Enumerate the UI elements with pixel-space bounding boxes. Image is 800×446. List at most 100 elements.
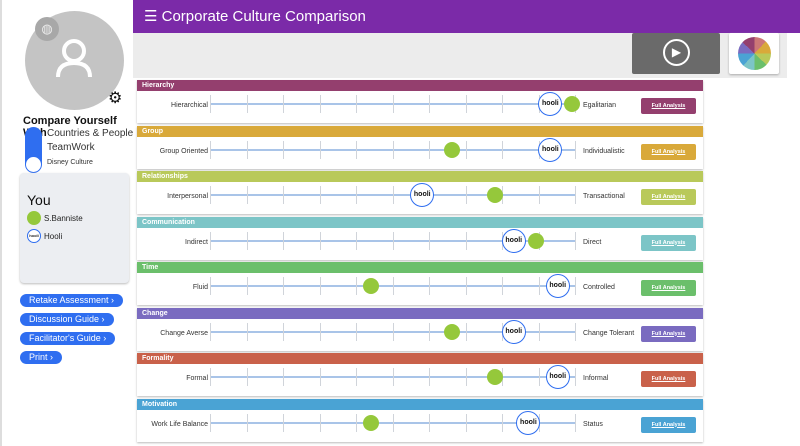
scale-track: hooli [210,319,576,344]
tick [319,277,321,295]
scale-track: hooli [210,410,576,435]
left-pole-label: Group Oriented [159,147,208,155]
tick [246,368,248,386]
tick [210,186,211,204]
dimension-row-change: Change Change Averse hooli Change Tolera… [137,307,703,351]
tick [575,277,576,295]
discussion-guide-button[interactable]: Discussion Guide › [20,313,114,326]
tick [392,140,394,159]
hamburger-icon[interactable]: ☰ [144,8,158,25]
right-pole-label: Individualistic [583,147,625,155]
tick [392,95,394,113]
tick [356,186,357,204]
tick [283,140,284,159]
tick [319,413,321,432]
you-marker [363,414,380,431]
tick [502,95,503,113]
full-analysis-button[interactable]: Full Analysis [641,98,696,114]
tick [356,413,357,432]
you-marker [564,96,581,112]
right-pole-label: Status [583,420,603,428]
print-button[interactable]: Print › [20,351,63,364]
tick [575,322,576,341]
tick [502,277,503,295]
tick [283,277,284,295]
right-pole-label: Informal [583,375,609,382]
option-countries[interactable]: Countries & People [47,128,134,139]
left-pole-label: Indirect [185,238,208,246]
hooli-marker: hooli [545,274,570,298]
dimension-row-time: Time Fluid hooli Controlled Full Analysi… [137,262,703,305]
tick [356,322,357,341]
full-analysis-button[interactable]: Full Analysis [641,371,696,387]
facilitators-guide-button[interactable]: Facilitator's Guide › [20,332,116,345]
dimension-title: Relationships [137,171,703,182]
tick [319,368,321,386]
left-pole-label: Formal [186,375,208,382]
user-icon [56,39,92,78]
dimension-row-relationships: Relationships Interpersonal hooli Transa… [137,171,703,214]
dimension-title: Formality [137,353,703,364]
full-analysis-button[interactable]: Full Analysis [641,234,696,251]
tick [429,413,430,432]
video-thumbnail[interactable]: ▶ [632,33,720,74]
tick [465,368,467,386]
hooli-marker: hooli [410,183,435,207]
legend-item-you: S.Banniste [27,211,83,225]
tick [502,413,503,432]
play-icon[interactable]: ▶ [663,39,690,66]
globe-icon[interactable]: ◍ [35,17,59,41]
dimension-title: Group [137,125,703,137]
tick [392,368,394,386]
scale-track: hooli [210,183,576,207]
dimension-row-motivation: Motivation Work Life Balance hooli Statu… [137,398,703,442]
dimension-row-communication: Communication Indirect hooli Direct Full… [137,216,703,260]
full-analysis-button[interactable]: Full Analysis [641,280,696,296]
dimension-title: Communication [137,216,703,228]
full-analysis-button[interactable]: Full Analysis [641,143,696,160]
scale-track: hooli [210,365,576,389]
tick [465,413,467,432]
right-pole-label: Transactional [583,193,625,200]
left-pole-label: Fluid [192,284,208,291]
tick [319,140,321,159]
gear-icon[interactable]: ⚙ [108,90,123,107]
full-analysis-button[interactable]: Full Analysis [641,416,696,433]
tick [538,322,540,341]
right-pole-label: Change Tolerant [583,329,635,337]
full-analysis-button[interactable]: Full Analysis [641,325,696,342]
tick [283,95,284,113]
legend-item-hooli: hooli Hooli [27,229,62,243]
tick [538,368,540,386]
tick [429,231,430,250]
hooli-logo-icon: hooli [27,229,41,243]
avatar[interactable]: ◍ [25,11,124,110]
culture-wheel-thumbnail[interactable] [729,33,779,74]
tick [392,186,394,204]
tick [392,231,394,250]
hooli-marker: hooli [501,228,526,253]
left-pole-label: Work Life Balance [151,420,208,428]
retake-assessment-button[interactable]: Retake Assessment › [20,294,124,307]
hooli-marker: hooli [538,92,563,116]
right-pole-label: Direct [583,238,602,246]
header: ☰ Corporate Culture Comparison [133,0,800,33]
tick [246,413,248,432]
tick [210,413,211,432]
page-title: Corporate Culture Comparison [161,8,366,25]
option-disney[interactable]: Disney Culture [47,159,93,166]
dimension-row-group: Group Group Oriented hooli Individualist… [137,125,703,169]
compare-toggle[interactable] [25,127,42,173]
tick [283,368,284,386]
tick [538,186,540,204]
you-marker [363,278,380,294]
full-analysis-button[interactable]: Full Analysis [641,189,696,205]
tick [392,322,394,341]
option-teamwork[interactable]: TeamWork [47,142,95,153]
you-marker [443,141,460,158]
tick [465,231,467,250]
tick [283,322,284,341]
you-dot-icon [27,211,41,225]
tick [575,231,576,250]
tick [429,140,430,159]
